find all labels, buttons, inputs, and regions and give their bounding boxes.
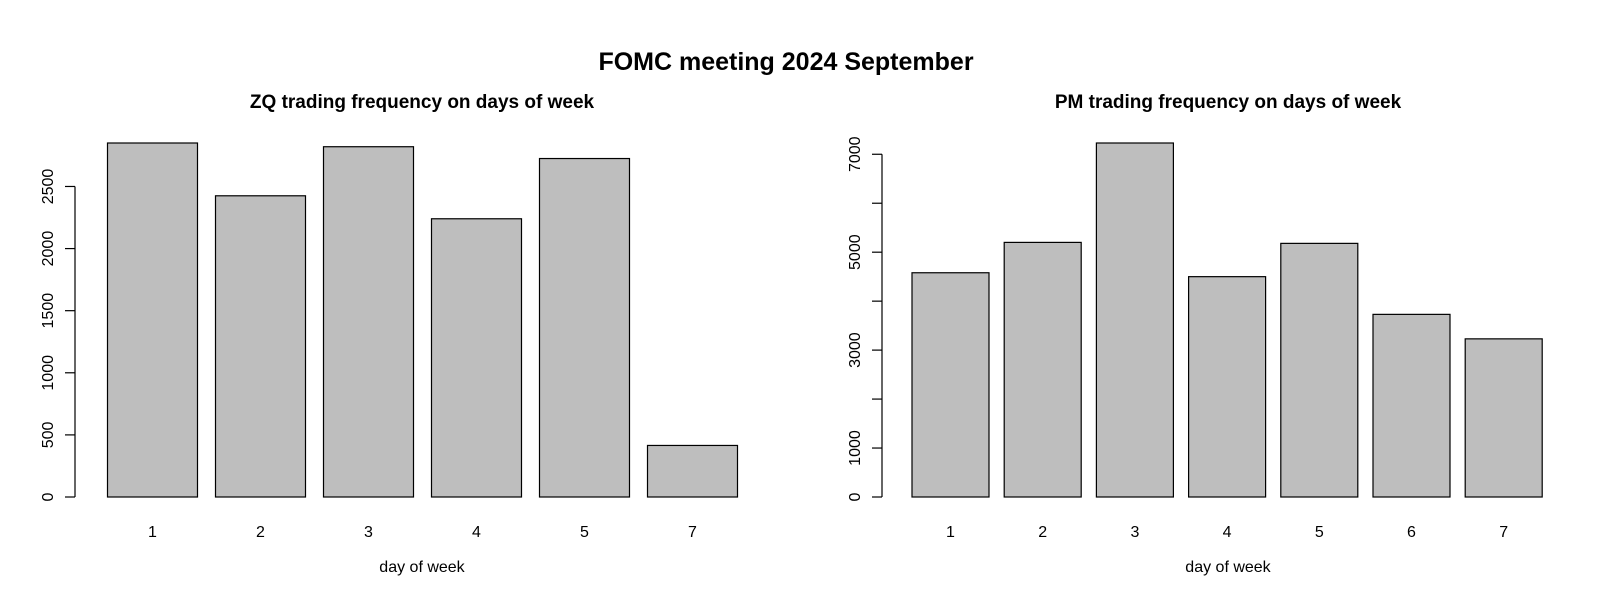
zq-bar-day-5	[538, 157, 631, 498]
zq-bar-day-3	[322, 146, 415, 498]
zq-bar-day-2	[214, 195, 307, 498]
pm-bar-day-3	[1095, 142, 1175, 498]
pm-bar-day-7	[1464, 338, 1543, 498]
pm-y-tick-label: 5000	[847, 234, 864, 270]
pm-x-axis-label: day of week	[1185, 559, 1271, 576]
zq-y-tick-label: 0	[40, 492, 57, 501]
pm-x-tick-label: 2	[1038, 524, 1047, 541]
zq-chart-title: ZQ trading frequency on days of week	[250, 92, 595, 113]
zq-x-tick-label: 7	[688, 524, 697, 541]
zq-x-tick-label: 4	[472, 524, 481, 541]
zq-x-tick-label: 5	[580, 524, 589, 541]
zq-x-axis-label: day of week	[379, 559, 465, 576]
zq-y-tick-label: 1000	[40, 355, 57, 391]
zq-chart-panel: ZQ trading frequency on days of week day…	[40, 92, 739, 576]
pm-bar-day-5	[1280, 242, 1359, 498]
pm-chart-title: PM trading frequency on days of week	[1055, 92, 1402, 113]
pm-chart-panel: PM trading frequency on days of week day…	[847, 92, 1543, 576]
pm-bar-day-4	[1187, 276, 1267, 498]
pm-y-tick-label: 0	[847, 492, 864, 501]
pm-bar-day-2	[1003, 241, 1082, 498]
zq-bar-day-7	[646, 444, 739, 498]
pm-x-tick-label: 5	[1315, 524, 1324, 541]
pm-y-tick-label: 7000	[847, 136, 864, 172]
zq-bar-day-1	[106, 142, 199, 498]
zq-y-tick-label: 2500	[40, 169, 57, 205]
pm-bar-day-1	[911, 272, 990, 498]
pm-x-tick-label: 1	[946, 524, 955, 541]
zq-x-tick-label: 1	[148, 524, 157, 541]
pm-y-tick-label: 3000	[847, 332, 864, 368]
zq-x-tick-label: 2	[256, 524, 265, 541]
figure-title: FOMC meeting 2024 September	[598, 48, 973, 76]
pm-x-tick-label: 6	[1407, 524, 1416, 541]
zq-x-tick-label: 3	[364, 524, 373, 541]
pm-x-tick-label: 4	[1223, 524, 1232, 541]
pm-y-tick-label: 1000	[847, 430, 864, 466]
pm-x-tick-label: 3	[1130, 524, 1139, 541]
pm-x-tick-label: 7	[1499, 524, 1508, 541]
zq-y-tick-label: 500	[40, 421, 57, 448]
pm-bar-day-6	[1372, 313, 1451, 498]
zq-y-tick-label: 1500	[40, 293, 57, 329]
zq-y-tick-label: 2000	[40, 231, 57, 267]
zq-bar-day-4	[430, 218, 523, 498]
